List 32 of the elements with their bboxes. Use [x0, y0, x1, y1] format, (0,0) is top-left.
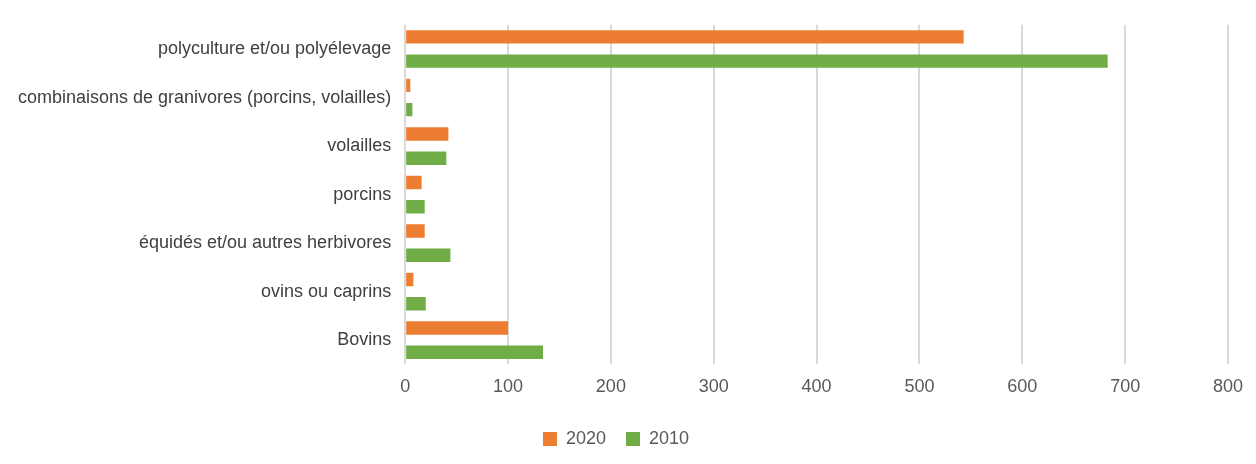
legend-label: 2010: [649, 427, 690, 448]
y-tick-label: ovins ou caprins: [261, 280, 392, 301]
bar: [406, 78, 411, 93]
y-tick-label: polyculture et/ou polyélevage: [158, 38, 392, 59]
x-tick-label: 500: [904, 376, 935, 397]
legend-label: 2020: [565, 427, 606, 448]
x-tick-label: 400: [801, 376, 832, 397]
y-tick-label: équidés et/ou autres herbivores: [138, 232, 392, 253]
bar: [406, 103, 413, 117]
bar: [406, 54, 1108, 68]
bar: [406, 151, 447, 165]
x-tick-label: 600: [1007, 376, 1038, 397]
bar: [406, 345, 543, 359]
x-tick-label: 0: [400, 376, 411, 397]
bar: [406, 297, 426, 311]
x-tick-label: 100: [493, 376, 524, 397]
bar: [406, 224, 425, 238]
y-tick-label: combinaisons de granivores (porcins, volailles): [17, 86, 392, 107]
bar: [406, 272, 414, 287]
bar: [406, 200, 425, 214]
x-tick-label: 300: [698, 376, 729, 397]
y-tick-label: volailles: [327, 135, 392, 156]
x-tick-label: 800: [1212, 376, 1244, 397]
bar: [406, 127, 449, 141]
bar: [406, 321, 509, 335]
bar: [406, 248, 451, 262]
bar: [406, 30, 964, 44]
x-tick-label: 700: [1110, 376, 1141, 397]
bar: [406, 175, 422, 190]
y-tick-label: Bovins: [337, 329, 392, 350]
x-tick-label: 200: [595, 376, 626, 397]
y-tick-label: porcins: [333, 183, 392, 204]
